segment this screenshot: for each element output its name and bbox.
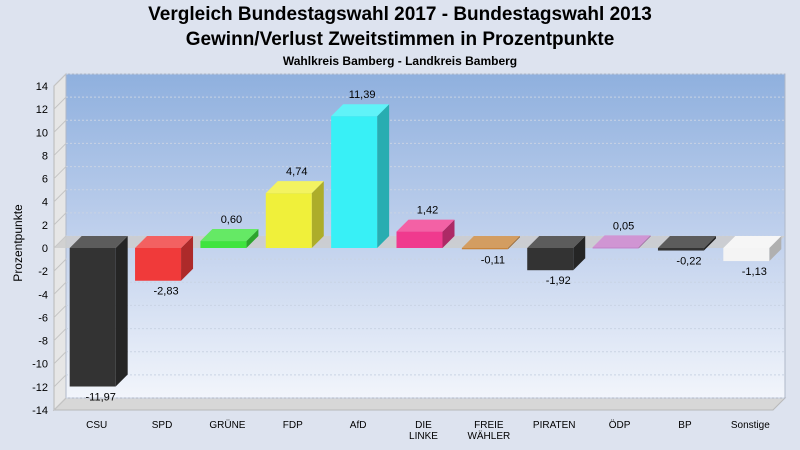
bar-top bbox=[135, 236, 194, 248]
bar-side bbox=[442, 219, 455, 248]
x-tick-label: PIRATEN bbox=[533, 420, 576, 431]
bar-top bbox=[331, 104, 390, 117]
grid-line-side bbox=[53, 305, 67, 318]
bar-side bbox=[638, 235, 651, 249]
bar bbox=[396, 231, 443, 248]
data-label: 1,42 bbox=[417, 205, 438, 217]
bar-top bbox=[396, 219, 455, 232]
x-tick-label: CSU bbox=[86, 420, 107, 431]
y-tick-label: 12 bbox=[36, 104, 48, 116]
bar bbox=[527, 248, 574, 271]
x-tick-label: BP bbox=[678, 420, 692, 431]
bar-top bbox=[657, 236, 716, 248]
bar-side bbox=[703, 236, 716, 251]
y-tick-label: -14 bbox=[32, 405, 48, 417]
bar bbox=[592, 247, 639, 249]
data-label: 0,05 bbox=[613, 220, 634, 232]
grid-line-side bbox=[53, 143, 67, 156]
bar-side bbox=[769, 236, 782, 262]
y-tick-label: 8 bbox=[42, 150, 48, 162]
x-tick-label: FDP bbox=[283, 420, 303, 431]
x-tick-label: WÄHLER bbox=[467, 430, 510, 442]
bar bbox=[461, 248, 508, 250]
data-label: -1,92 bbox=[546, 275, 571, 287]
y-tick-label: 6 bbox=[42, 174, 48, 186]
y-tick-label: 2 bbox=[42, 220, 48, 232]
data-label: 4,74 bbox=[286, 166, 307, 178]
bar bbox=[331, 116, 378, 248]
bar-side bbox=[115, 236, 128, 387]
y-tick-label: -2 bbox=[38, 266, 48, 278]
x-tick-label: SPD bbox=[152, 420, 173, 431]
bar-top bbox=[69, 236, 128, 248]
data-label: 11,39 bbox=[349, 89, 376, 101]
x-tick-label: ÖDP bbox=[609, 419, 631, 431]
x-tick-label: DIE bbox=[415, 420, 432, 431]
data-label: -0,11 bbox=[481, 254, 505, 266]
grid-line-side bbox=[53, 374, 67, 388]
chart-title-line2: Gewinn/Verlust Zweitstimmen in Prozentpu… bbox=[185, 29, 615, 50]
y-tick-label: 14 bbox=[36, 81, 48, 93]
grid-line-side bbox=[53, 189, 67, 203]
data-label: -2,83 bbox=[154, 286, 179, 298]
bar-top bbox=[265, 181, 324, 194]
bar bbox=[723, 248, 770, 262]
y-tick-label: 0 bbox=[42, 243, 48, 255]
grid-line-side bbox=[53, 281, 67, 295]
x-tick-label: AfD bbox=[350, 420, 367, 431]
x-tick-label: Sonstige bbox=[731, 420, 770, 431]
x-tick-label: FREIE bbox=[474, 420, 504, 431]
grid-line-side bbox=[53, 328, 67, 341]
y-tick-label: -6 bbox=[38, 312, 48, 324]
bar-side bbox=[311, 181, 324, 248]
bar-top bbox=[592, 235, 651, 248]
bar-top bbox=[527, 236, 586, 248]
x-tick-label: LINKE bbox=[409, 431, 438, 442]
bar-side bbox=[377, 104, 390, 248]
bar bbox=[200, 241, 247, 248]
bar-side bbox=[246, 229, 259, 248]
grid-line-side bbox=[53, 73, 67, 87]
grid-line-side bbox=[53, 166, 67, 179]
bar bbox=[135, 248, 182, 281]
y-axis-label: Prozentpunkte bbox=[11, 204, 25, 282]
grid-line-side bbox=[53, 96, 67, 110]
y-tick-label: -8 bbox=[38, 336, 48, 348]
bar bbox=[265, 193, 312, 248]
bar bbox=[657, 248, 704, 251]
data-label: -1,13 bbox=[742, 266, 767, 278]
grid-line-side bbox=[53, 119, 67, 133]
bar-top bbox=[461, 236, 520, 248]
x-tick-label: GRÜNE bbox=[209, 419, 245, 431]
data-label: -11,97 bbox=[85, 392, 115, 404]
y-tick-label: -12 bbox=[32, 382, 48, 394]
bar bbox=[69, 248, 116, 387]
grid-line-side bbox=[53, 351, 67, 365]
grid-line-side bbox=[53, 397, 67, 411]
y-tick-label: 10 bbox=[36, 127, 48, 139]
chart-title: Vergleich Bundestagswahl 2017 - Bundesta… bbox=[148, 4, 652, 25]
y-tick-label: -10 bbox=[32, 359, 48, 371]
y-tick-label: 4 bbox=[42, 197, 48, 209]
grid-line-side bbox=[53, 258, 67, 272]
bar-top bbox=[723, 236, 782, 248]
bar-top bbox=[200, 229, 259, 242]
chart-subtitle: Wahlkreis Bamberg - Landkreis Bamberg bbox=[282, 54, 518, 68]
bar-side bbox=[507, 236, 520, 250]
bar-side bbox=[573, 236, 586, 271]
chart-floor bbox=[52, 397, 787, 411]
data-label: 0,60 bbox=[221, 214, 242, 226]
y-tick-label: -4 bbox=[38, 289, 48, 301]
grid-line-side bbox=[53, 212, 67, 226]
bar-side bbox=[181, 236, 194, 281]
data-label: -0,22 bbox=[676, 256, 701, 268]
